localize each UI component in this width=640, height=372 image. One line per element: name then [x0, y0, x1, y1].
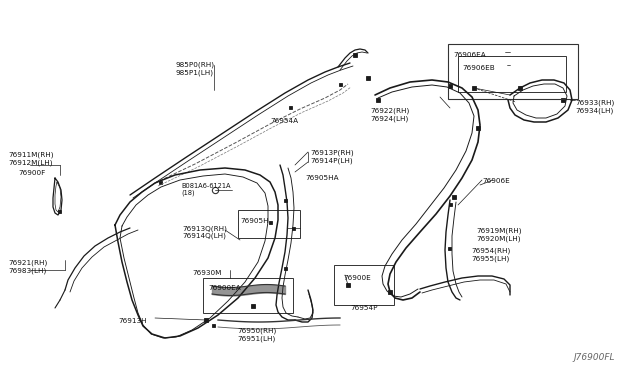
Text: 76954A: 76954A	[270, 118, 298, 124]
Text: 76906E: 76906E	[482, 178, 509, 184]
Text: 76906EB: 76906EB	[462, 65, 495, 71]
Text: 76922(RH)
76924(LH): 76922(RH) 76924(LH)	[370, 108, 409, 122]
Bar	[366, 76, 370, 80]
Text: B081A6-6121A
(18): B081A6-6121A (18)	[181, 183, 230, 196]
Bar	[284, 266, 287, 269]
Bar	[334, 265, 394, 305]
Bar	[448, 44, 578, 99]
Text: 76900EA: 76900EA	[208, 285, 241, 291]
Text: 76930M: 76930M	[192, 270, 221, 276]
Bar	[561, 98, 564, 102]
Text: 76900F: 76900F	[18, 170, 45, 176]
Bar	[376, 98, 380, 102]
Bar	[204, 318, 208, 322]
Text: 76905H: 76905H	[240, 218, 269, 224]
Bar	[448, 84, 452, 88]
Bar	[346, 283, 349, 287]
Text: 76905HA: 76905HA	[305, 175, 339, 181]
Bar	[291, 227, 294, 230]
Bar	[203, 278, 293, 313]
Text: 76911M(RH)
76912M(LH): 76911M(RH) 76912M(LH)	[8, 152, 54, 166]
Text: J76900FL: J76900FL	[573, 353, 615, 362]
Bar	[518, 86, 522, 90]
Text: 76933(RH)
76934(LH): 76933(RH) 76934(LH)	[575, 100, 614, 114]
Bar	[476, 126, 480, 130]
Bar	[211, 324, 214, 327]
Bar	[238, 210, 300, 238]
Text: 76906EA: 76906EA	[453, 52, 486, 58]
Text: 76913P(RH)
76914P(LH): 76913P(RH) 76914P(LH)	[310, 150, 354, 164]
Bar	[452, 195, 456, 199]
Bar	[388, 290, 392, 294]
Bar	[289, 106, 291, 109]
Text: 76913H: 76913H	[118, 318, 147, 324]
Bar	[472, 86, 476, 90]
Text: 76913Q(RH)
76914Q(LH): 76913Q(RH) 76914Q(LH)	[182, 225, 227, 239]
Text: 76954(RH)
76955(LH): 76954(RH) 76955(LH)	[471, 248, 510, 262]
Text: 76921(RH)
76983(LH): 76921(RH) 76983(LH)	[8, 260, 47, 274]
Bar	[252, 304, 255, 308]
Bar	[269, 221, 271, 224]
Text: 76919M(RH)
76920M(LH): 76919M(RH) 76920M(LH)	[476, 228, 522, 242]
Text: 985P0(RH)
985P1(LH): 985P0(RH) 985P1(LH)	[175, 62, 214, 76]
Bar	[447, 247, 451, 250]
Bar	[339, 83, 342, 86]
Bar	[159, 180, 161, 183]
Text: 76900E: 76900E	[343, 275, 371, 281]
Bar	[284, 199, 287, 202]
Bar	[58, 209, 61, 212]
Text: 76950(RH)
76951(LH): 76950(RH) 76951(LH)	[237, 328, 276, 342]
Text: 76954P: 76954P	[350, 305, 378, 311]
Bar	[458, 56, 566, 92]
Bar	[449, 202, 451, 205]
Bar	[353, 53, 356, 57]
